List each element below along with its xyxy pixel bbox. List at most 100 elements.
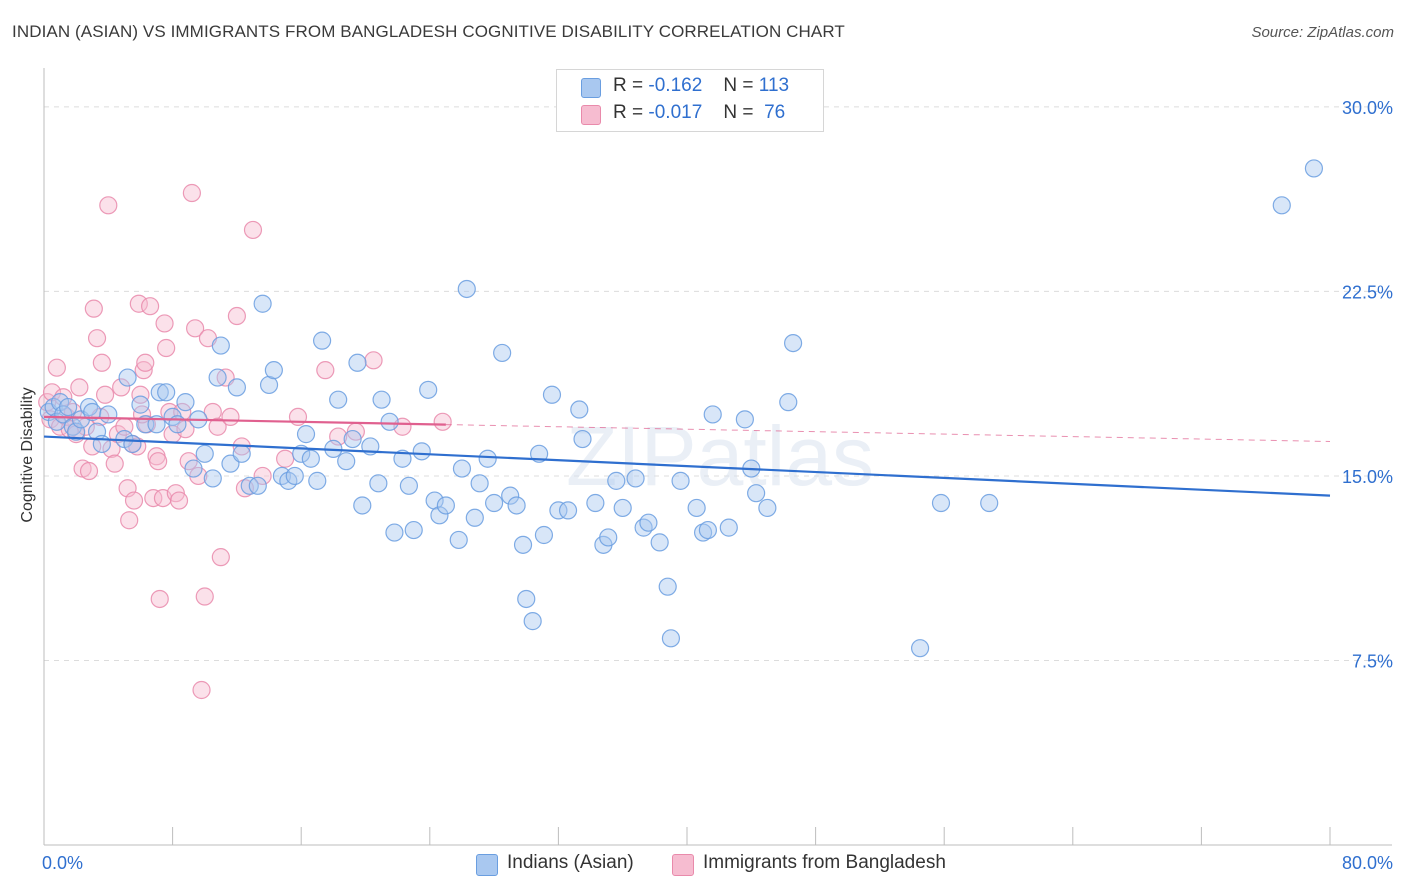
data-point — [118, 368, 137, 387]
data-point — [385, 523, 404, 542]
data-point — [140, 297, 160, 316]
data-point — [253, 466, 272, 486]
data-point — [452, 459, 472, 478]
data-point — [412, 442, 431, 461]
data-point — [123, 434, 142, 454]
data-point — [430, 506, 449, 525]
data-point — [176, 393, 195, 412]
legend-r-label: R = — [613, 75, 644, 96]
data-point — [599, 528, 618, 547]
data-point — [253, 294, 272, 313]
data-point — [84, 299, 103, 318]
data-point — [337, 452, 356, 471]
y-tick-label: 7.5% — [1352, 651, 1393, 671]
data-point — [124, 491, 144, 510]
source-label: Source: ZipAtlas.com — [1251, 24, 1394, 41]
data-point — [131, 395, 150, 414]
data-point — [353, 496, 372, 515]
data-point — [136, 353, 155, 372]
data-point — [232, 444, 251, 463]
bottom-legend-swatch-blue — [476, 854, 498, 876]
y-axis-label: Cognitive Disability — [19, 387, 36, 523]
data-point — [485, 493, 504, 513]
data-point — [693, 523, 713, 542]
data-point — [343, 429, 362, 449]
data-point — [703, 405, 722, 424]
data-point — [192, 680, 211, 700]
y-tick-label: 30.0% — [1342, 98, 1393, 118]
data-point — [296, 425, 316, 444]
data-point — [735, 410, 754, 429]
axes — [43, 68, 1392, 846]
data-point — [221, 407, 240, 427]
data-point — [169, 491, 189, 510]
data-point — [910, 639, 930, 658]
data-point — [150, 589, 169, 609]
data-point — [1304, 159, 1324, 178]
tick-labels: 7.5% 15.0% 22.5% 30.0% 0.0% 80.0% — [42, 98, 1393, 873]
data-point — [573, 429, 592, 449]
data-point — [513, 535, 533, 554]
x-tick-label: 0.0% — [42, 853, 83, 873]
legend-r-value: -0.162 — [648, 75, 703, 96]
data-point — [449, 530, 468, 550]
data-point — [372, 390, 391, 409]
data-point — [425, 491, 444, 510]
data-point — [149, 452, 168, 471]
data-point — [783, 333, 803, 353]
correlation-legend: R = -0.162 N = 113 R = -0.017 N = 76 — [556, 69, 824, 132]
legend-r-value: -0.017 — [648, 102, 703, 123]
data-point — [70, 378, 89, 397]
data-point — [316, 361, 335, 380]
data-point — [264, 361, 283, 380]
data-point — [570, 400, 589, 419]
grid-lines — [44, 106, 1392, 661]
data-point — [687, 498, 706, 518]
trend-lines — [43, 415, 1331, 497]
data-point — [478, 449, 497, 468]
data-point — [227, 378, 246, 397]
data-point — [465, 508, 484, 527]
bottom-legend-label: Immigrants from Bangladesh — [703, 852, 946, 873]
data-point — [308, 471, 327, 490]
data-point — [227, 306, 246, 326]
legend-n-value: 76 — [764, 102, 786, 123]
x-tick-label: 80.0% — [1342, 853, 1393, 873]
data-point — [517, 589, 536, 609]
data-point — [419, 380, 438, 399]
data-point — [980, 493, 999, 513]
data-point — [507, 496, 526, 515]
trend-line-bangladesh-extension — [445, 424, 1331, 443]
data-point — [99, 196, 118, 215]
data-point — [248, 476, 267, 495]
data-point — [47, 358, 66, 377]
data-point — [501, 486, 520, 505]
data-point — [369, 474, 388, 493]
chart-title: INDIAN (ASIAN) VS IMMIGRANTS FROM BANGLA… — [12, 22, 845, 41]
data-point — [203, 469, 222, 488]
data-point — [134, 361, 153, 380]
legend-swatch-pink — [581, 105, 601, 125]
data-point — [285, 466, 304, 486]
data-point — [779, 393, 798, 412]
data-point — [87, 329, 107, 348]
data-point — [144, 488, 163, 508]
data-point — [95, 385, 115, 404]
data-point — [436, 496, 455, 515]
legend-n-label: N = — [723, 102, 754, 123]
data-point — [639, 513, 658, 532]
data-point — [758, 498, 777, 518]
data-point — [79, 461, 99, 481]
legend-r-label: R = — [613, 102, 644, 123]
data-point — [493, 343, 512, 363]
legend-text: R = -0.017 N = 76 — [613, 102, 785, 124]
data-point — [613, 498, 632, 518]
legend-swatch-blue — [581, 78, 601, 98]
data-point — [671, 471, 690, 490]
data-point — [380, 412, 399, 431]
trend-line-bangladesh — [43, 415, 446, 426]
data-point — [99, 405, 118, 424]
data-point — [59, 397, 78, 417]
data-point — [747, 484, 766, 503]
